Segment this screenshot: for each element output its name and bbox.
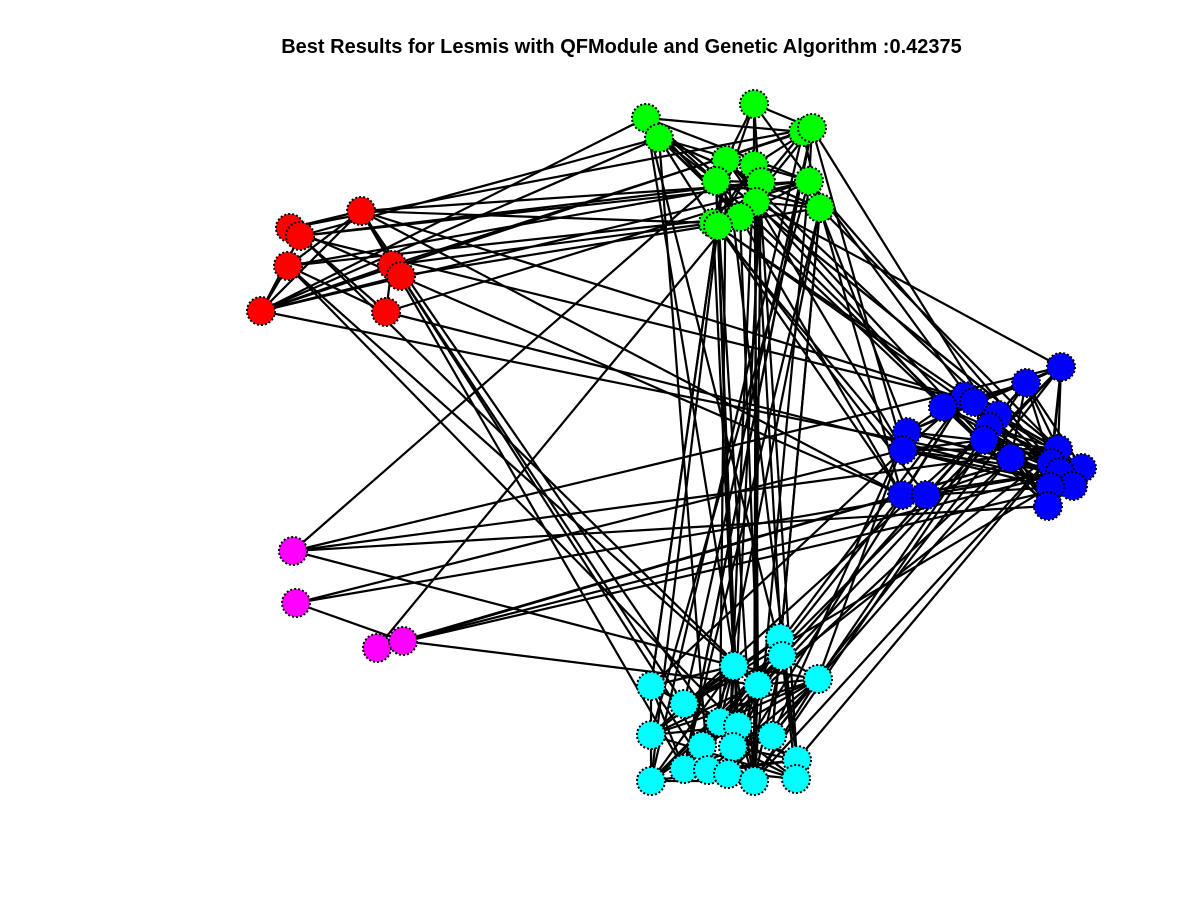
graph-node-red xyxy=(386,261,416,291)
edges-layer xyxy=(260,102,1083,783)
graph-edge xyxy=(808,180,1061,473)
graph-edge xyxy=(753,448,1059,782)
graph-edge xyxy=(292,180,717,552)
graph-node-cyan xyxy=(718,732,748,762)
graph-edge xyxy=(376,484,1074,650)
graph-edge xyxy=(295,601,404,643)
graph-node-green xyxy=(644,123,674,153)
graph-node-blue xyxy=(1011,368,1041,398)
graph-edge xyxy=(360,210,685,770)
graph-edge xyxy=(400,275,703,747)
graph-edge xyxy=(292,549,735,668)
graph-edge xyxy=(817,414,999,680)
graph-edge xyxy=(701,494,903,747)
graph-edge xyxy=(796,448,1059,761)
graph-node-green xyxy=(703,211,733,241)
graph-edge xyxy=(650,426,990,736)
graph-node-blue xyxy=(887,480,917,510)
graph-node-green xyxy=(805,193,835,223)
graph-edge xyxy=(287,210,362,267)
graph-edge xyxy=(811,127,1049,507)
graph-edge xyxy=(650,449,904,687)
graph-edge xyxy=(299,180,762,238)
graph-edge xyxy=(807,180,909,433)
graph-edge xyxy=(739,216,903,496)
graph-edge xyxy=(658,137,714,224)
graph-node-cyan xyxy=(803,664,833,694)
graph-node-blue xyxy=(928,392,958,422)
graph-edge xyxy=(649,131,805,782)
graph-node-blue xyxy=(996,443,1026,473)
graph-node-blue xyxy=(959,387,989,417)
graph-edge xyxy=(402,493,903,643)
graph-node-magenta xyxy=(388,626,418,656)
graph-node-cyan xyxy=(743,670,773,700)
graph-node-blue xyxy=(911,480,941,510)
graph-edge xyxy=(683,467,1083,705)
graph-edge xyxy=(360,210,903,496)
graph-edge xyxy=(1025,382,1083,469)
graph-edge xyxy=(925,470,1061,497)
graph-node-green xyxy=(725,202,755,232)
graph-edge xyxy=(360,209,975,404)
graph-edge xyxy=(649,159,728,687)
graph-node-cyan xyxy=(781,764,811,794)
graph-node-red xyxy=(346,196,376,226)
graph-edge xyxy=(682,127,814,770)
graph-node-green xyxy=(739,89,769,119)
graph-edge xyxy=(718,159,728,723)
graph-edge xyxy=(757,448,1059,686)
graph-edge xyxy=(287,265,759,686)
graph-node-red xyxy=(246,296,276,326)
graph-node-cyan xyxy=(636,720,666,750)
graph-edge xyxy=(292,447,1059,553)
graph-node-green xyxy=(797,113,827,143)
graph-node-cyan xyxy=(713,759,743,789)
graph-node-blue xyxy=(969,425,999,455)
graph-edge xyxy=(295,448,904,605)
graph-edge xyxy=(260,117,647,312)
graph-edge xyxy=(295,493,927,605)
graph-node-red xyxy=(371,297,401,327)
graph-edge xyxy=(299,234,975,404)
graph-edge xyxy=(770,431,909,737)
graph-edge xyxy=(816,431,909,680)
graph-edge xyxy=(645,116,804,134)
plot-title: Best Results for Lesmis with QFModule an… xyxy=(281,36,962,58)
graph-edge xyxy=(818,207,904,496)
graph-edge xyxy=(402,639,759,687)
graph-node-blue xyxy=(1058,471,1088,501)
graph-node-blue xyxy=(888,435,918,465)
graph-edge xyxy=(657,137,710,771)
graph-node-magenta xyxy=(278,536,308,566)
graph-node-blue xyxy=(1046,352,1076,382)
graph-node-green xyxy=(794,166,824,196)
graph-edge xyxy=(682,127,814,705)
graph-node-red xyxy=(273,251,303,281)
graph-node-cyan xyxy=(719,651,749,681)
graph-node-magenta xyxy=(362,633,392,663)
graph-edge xyxy=(260,136,660,313)
graph-edge xyxy=(650,721,721,782)
graph-node-cyan xyxy=(757,721,787,751)
graph-node-cyan xyxy=(669,689,699,719)
graph-node-cyan xyxy=(767,641,797,671)
graph-node-blue xyxy=(1033,491,1063,521)
nodes-layer xyxy=(246,89,1097,796)
graph-node-cyan xyxy=(636,671,666,701)
graph-node-red xyxy=(285,221,315,251)
graph-node-cyan xyxy=(636,766,666,796)
graph-node-green xyxy=(701,166,731,196)
graph-edge xyxy=(400,275,685,705)
graph-node-magenta xyxy=(281,588,311,618)
graph-node-cyan xyxy=(739,766,769,796)
graph-edge xyxy=(644,117,784,657)
graph-edge xyxy=(752,164,784,657)
